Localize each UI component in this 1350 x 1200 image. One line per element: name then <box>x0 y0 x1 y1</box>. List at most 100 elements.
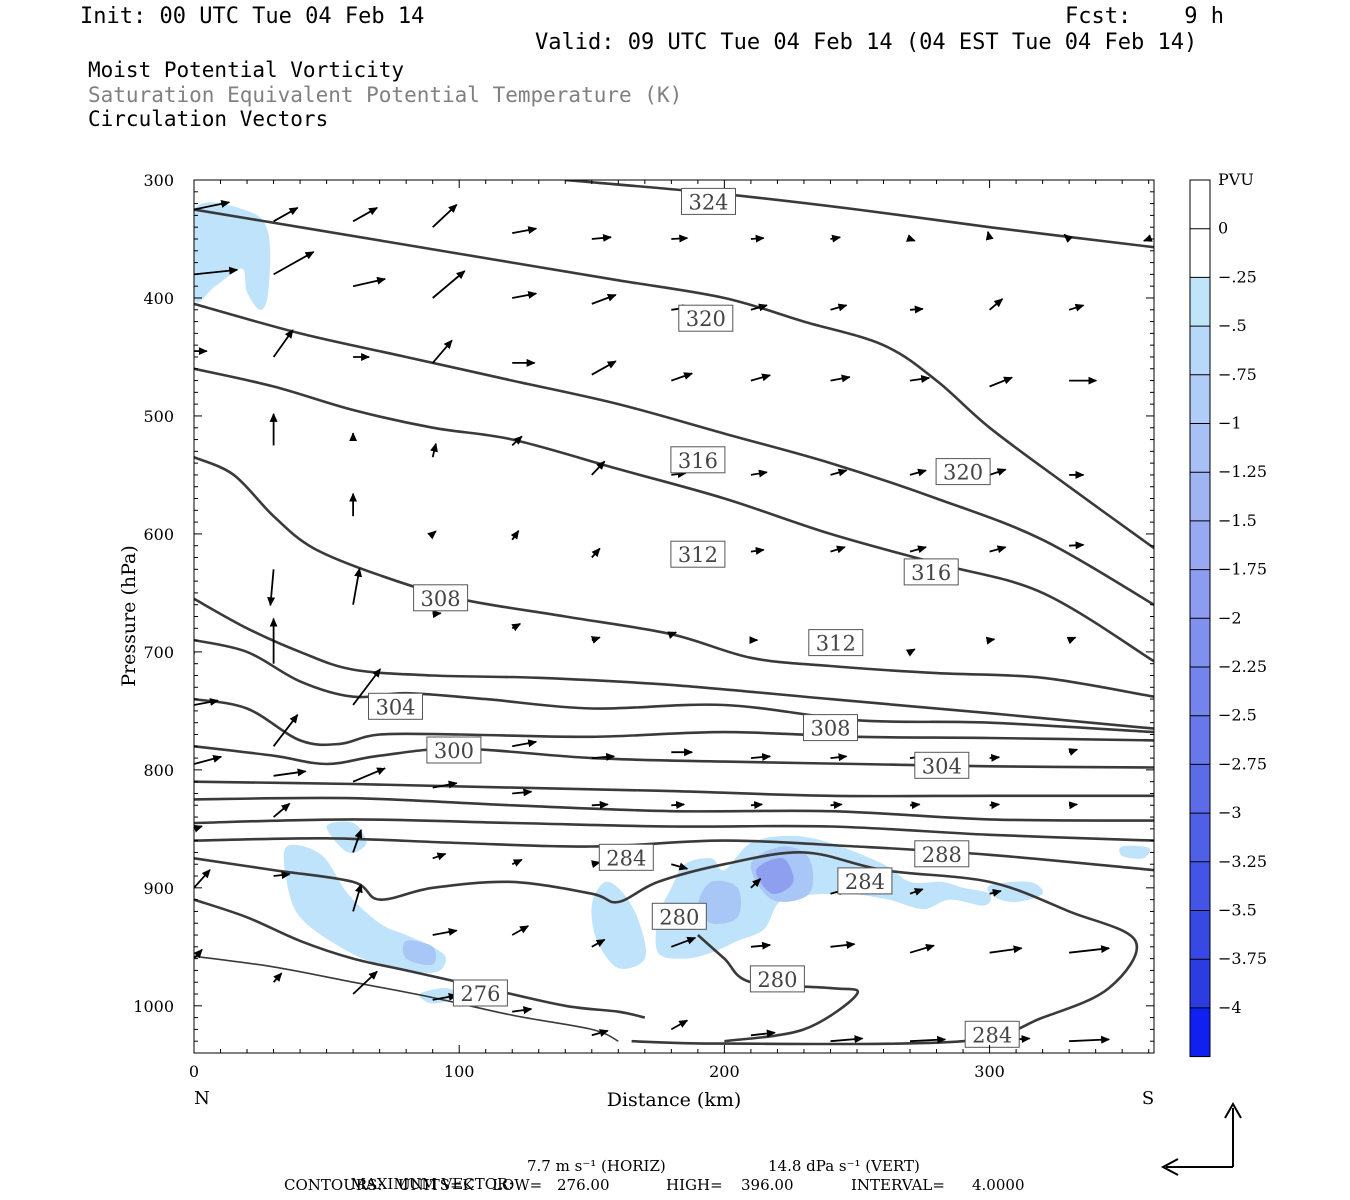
colorbar-swatch-9 <box>1190 618 1210 667</box>
colorbar-swatch-10 <box>1190 667 1210 716</box>
circulation-vector-109 <box>432 928 458 936</box>
circulation-vector-22 <box>909 305 924 314</box>
circulation-vector-61 <box>352 567 363 605</box>
pv-region-6 <box>1119 845 1150 859</box>
contours-high-value: 396.00 <box>741 1176 794 1194</box>
circulation-vector-108 <box>352 883 363 912</box>
colorbar-label-6: −1.5 <box>1218 511 1257 530</box>
contour-label-7: 308 <box>421 587 461 611</box>
pv-region-0 <box>194 202 271 310</box>
colorbar-label-16: −4 <box>1218 998 1242 1017</box>
circulation-vector-106 <box>194 869 211 889</box>
circulation-vector-32 <box>750 373 772 382</box>
contours-low-label: LOW= <box>492 1176 543 1194</box>
contour-label-18: 276 <box>460 982 500 1006</box>
circulation-vector-3 <box>432 204 458 228</box>
contour-label-11: 300 <box>434 739 474 763</box>
circulation-vector-73 <box>352 668 382 706</box>
colorbar-swatch-7 <box>1190 520 1210 570</box>
circulation-vector-20 <box>750 303 768 312</box>
pv-colorbar: PVU 0 −.25 −.5 −.75 −1 −1.25 −1.5 −1.75 −2 −2.25 −2… <box>1189 170 1267 1058</box>
isentrope-304-9 <box>194 697 1154 747</box>
circulation-vector-110 <box>511 925 530 936</box>
circulation-vector-88 <box>591 800 609 809</box>
circulation-vector-0 <box>194 199 231 211</box>
circulation-vector-113 <box>750 941 772 950</box>
circulation-vector-120 <box>352 970 378 995</box>
circulation-vector-90 <box>750 801 764 810</box>
reference-vector <box>1160 1101 1242 1176</box>
axis-label-layer: Distance (km) Pressure (hPa) N S <box>118 545 1154 1111</box>
circulation-vector-85 <box>352 767 387 783</box>
field-label-mpv: Moist Potential Vorticity <box>88 58 405 82</box>
contour-label-1: 320 <box>686 307 726 331</box>
circulation-vector-16 <box>432 270 466 299</box>
circulation-vector-126 <box>830 1035 864 1044</box>
pv-region-9 <box>402 940 436 966</box>
circulation-vector-14 <box>273 251 315 276</box>
contour-label-box-9 <box>368 692 423 720</box>
circulation-vector-127 <box>909 1035 947 1044</box>
circulation-vector-54 <box>750 546 765 555</box>
x-end-label-north: N <box>194 1088 210 1109</box>
colorbar-label-8: −2 <box>1218 608 1242 627</box>
max-vector-vert: 14.8 dPa s⁻¹ (VERT) <box>768 1157 920 1175</box>
circulation-vector-68 <box>905 648 916 657</box>
isentrope-316-13 <box>194 367 1154 663</box>
y-tick-label-1000: 1000 <box>133 997 174 1016</box>
y-tick-label-300: 300 <box>143 171 174 190</box>
circulation-vector-44 <box>830 468 848 477</box>
colorbar-swatch-14 <box>1190 861 1210 911</box>
contour-label-box-15 <box>964 1020 1020 1048</box>
circulation-vector-102 <box>750 878 762 889</box>
circulation-vector-70 <box>1066 636 1077 645</box>
colorbar-label-12: −3 <box>1218 803 1242 822</box>
colorbar-label-9: −2.25 <box>1218 657 1267 676</box>
circulation-vector-11 <box>1063 233 1073 243</box>
circulation-vector-89 <box>671 800 686 809</box>
isentrope-308-10 <box>194 638 1154 734</box>
contour-label-box-14 <box>837 867 893 895</box>
circulation-vector-92 <box>909 801 921 810</box>
circulation-vector-8 <box>830 234 842 243</box>
circulation-vector-28 <box>432 339 453 364</box>
circulation-vector-42 <box>671 470 687 479</box>
circulation-vector-18 <box>591 293 617 305</box>
circulation-vector-69 <box>985 636 996 645</box>
x-axis-title: Distance (km) <box>607 1089 742 1111</box>
colorbar-label-3: −.75 <box>1218 365 1257 384</box>
circulation-vector-94 <box>1068 801 1079 810</box>
colorbar-label-4: −1 <box>1218 414 1242 433</box>
contour-label-box-7 <box>413 584 469 612</box>
circulation-vector-79 <box>830 753 848 762</box>
circulation-vector-48 <box>267 569 276 607</box>
circulation-vector-6 <box>671 234 689 243</box>
x-tick-label-300: 300 <box>974 1062 1005 1081</box>
circulation-vector-13 <box>194 266 239 276</box>
contour-label-box-0 <box>681 187 736 215</box>
circulation-vector-116 <box>989 945 1023 954</box>
contour-label-16: 280 <box>659 905 699 929</box>
contour-label-6: 312 <box>816 632 856 656</box>
circulation-vector-2 <box>352 207 378 223</box>
circulation-vector-119 <box>272 972 283 983</box>
circulation-vector-15 <box>352 276 387 288</box>
circulation-vector-58 <box>1069 541 1085 550</box>
circulation-vector-81 <box>989 753 1001 762</box>
isentrope-324-16 <box>565 180 1154 249</box>
circulation-vector-97 <box>352 828 363 853</box>
isentrope-288-4 <box>194 836 1154 872</box>
circulation-vector-5 <box>591 233 612 242</box>
pv-region-3 <box>591 881 647 969</box>
pv-shading-layer <box>194 202 1150 1004</box>
circulation-vector-52 <box>591 547 601 559</box>
circulation-vector-64 <box>590 636 601 644</box>
circulation-vector-41 <box>591 460 606 476</box>
colorbar-swatch-5 <box>1190 423 1210 473</box>
colorbar-label-11: −2.75 <box>1218 754 1267 773</box>
circulation-vector-62 <box>432 610 442 619</box>
contour-label-box-12 <box>914 840 970 868</box>
colorbar-label-10: −2.5 <box>1218 706 1257 725</box>
colorbar-label-0: 0 <box>1218 219 1228 238</box>
colorbar-label-14: −3.5 <box>1218 901 1257 920</box>
